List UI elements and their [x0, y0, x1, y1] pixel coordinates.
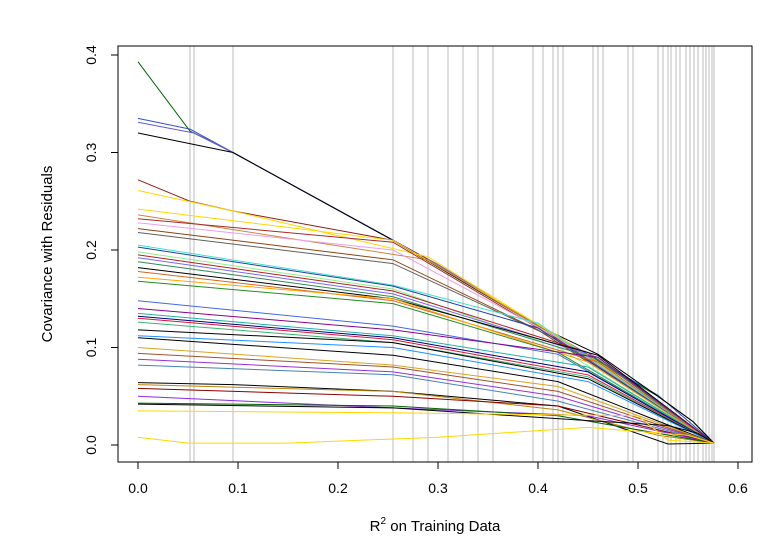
vertical-reference-lines	[189, 46, 715, 462]
x-axis-title-rest: on Training Data	[386, 518, 501, 535]
series-line-34	[137, 364, 715, 444]
series-line-11	[137, 232, 715, 444]
x-tick-label-6: 0.6	[728, 480, 748, 496]
series-line-20	[137, 276, 715, 444]
x-axis-title-main: R	[370, 518, 381, 535]
y-axis-title: Covariance with Residuals	[39, 166, 56, 343]
series-line-26	[137, 317, 715, 444]
series-line-39	[137, 402, 715, 444]
series-line-19	[137, 271, 715, 444]
y-tick-label-1: 0.1	[83, 338, 99, 358]
series-line-28	[137, 329, 715, 444]
y-tick-label-0: 0.0	[83, 435, 99, 455]
series-line-31	[137, 347, 715, 444]
x-tick-label-0: 0.0	[128, 480, 148, 496]
x-tick-label-4: 0.4	[528, 480, 548, 496]
series-line-27	[137, 321, 715, 444]
series-line-13	[137, 246, 715, 444]
x-axis-title: R2 on Training Data	[370, 516, 501, 535]
series-line-30	[137, 337, 715, 444]
x-axis: 0.0 0.1 0.2 0.3 0.4 0.5 0.6	[128, 461, 748, 496]
x-tick-label-1: 0.1	[228, 480, 248, 496]
series-line-14	[137, 251, 715, 444]
x-tick-label-3: 0.3	[428, 480, 448, 496]
series-line-35	[137, 382, 715, 445]
series-line-29	[137, 335, 715, 444]
series-line-12	[137, 244, 715, 444]
series-lines	[137, 61, 715, 445]
x-axis-title-superscript: 2	[381, 516, 387, 527]
series-line-32	[137, 352, 715, 444]
series-line-3	[137, 132, 715, 444]
y-tick-label-4: 0.4	[83, 45, 99, 65]
series-line-41	[137, 410, 715, 444]
y-tick-label-2: 0.2	[83, 240, 99, 260]
x-tick-label-5: 0.5	[628, 480, 648, 496]
series-line-40	[137, 403, 715, 444]
series-line-23	[137, 308, 715, 444]
series-line-25	[137, 315, 715, 444]
y-axis: 0.0 0.1 0.2 0.3 0.4	[83, 45, 119, 455]
y-tick-label-3: 0.3	[83, 143, 99, 163]
series-line-42	[137, 426, 715, 444]
x-tick-label-2: 0.2	[328, 480, 348, 496]
series-line-17	[137, 261, 715, 444]
series-line-37	[137, 387, 715, 444]
series-line-33	[137, 358, 715, 444]
series-line-36	[137, 384, 715, 444]
series-line-18	[137, 267, 715, 444]
series-line-24	[137, 312, 715, 444]
series-line-21	[137, 280, 715, 444]
